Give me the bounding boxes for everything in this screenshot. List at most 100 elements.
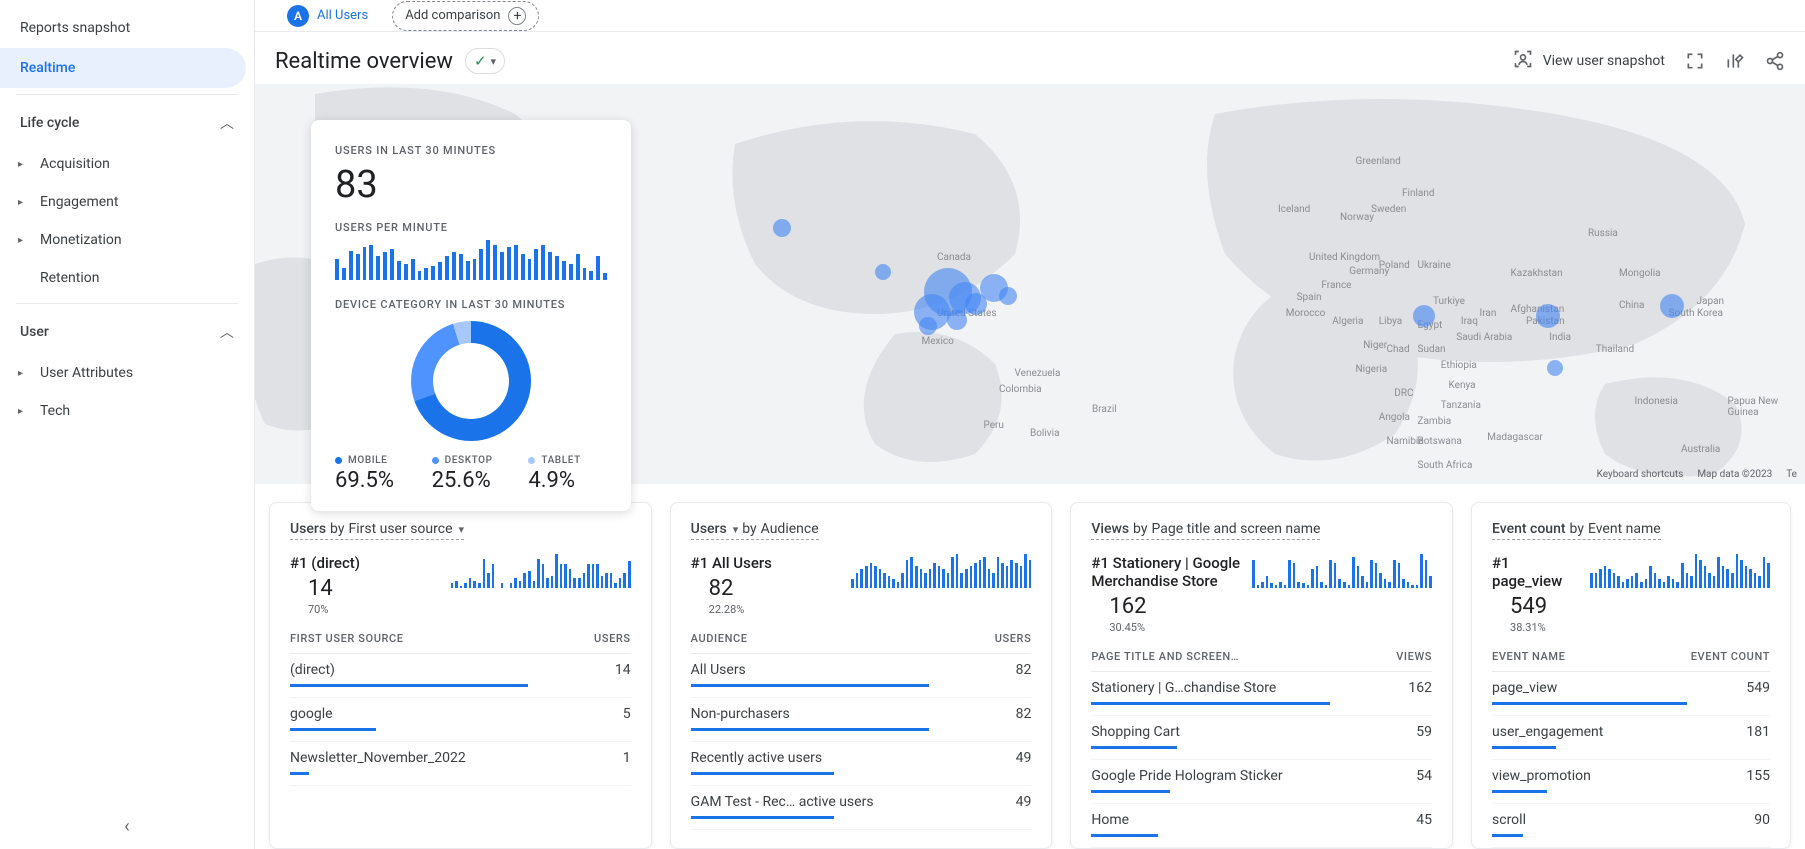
sidebar-item-monetization[interactable]: ▸ Monetization bbox=[0, 221, 254, 259]
table-row[interactable]: Shopping Cart59 bbox=[1091, 716, 1432, 760]
card-title[interactable]: Users by First user source▾ bbox=[290, 521, 464, 540]
table-row[interactable]: user_engagement 181 bbox=[1492, 716, 1770, 760]
table-row[interactable]: Google Pride Hologram Sticker54 bbox=[1091, 760, 1432, 804]
kpi-rank: #1 All Users bbox=[691, 554, 772, 572]
title-bar: Realtime overview ✓ ▾ View user snapshot bbox=[255, 32, 1805, 84]
divider bbox=[16, 94, 238, 95]
sidebar-item-realtime[interactable]: Realtime bbox=[0, 48, 246, 88]
map-activity-dot bbox=[1660, 294, 1684, 318]
row-value: 181 bbox=[1746, 724, 1770, 740]
kpi-value: 14 bbox=[290, 576, 360, 601]
sidebar-item-retention[interactable]: Retention bbox=[0, 259, 254, 297]
row-label: Shopping Cart bbox=[1091, 724, 1180, 740]
col-header: AUDIENCE bbox=[691, 632, 748, 645]
legend-label: MOBILE bbox=[348, 455, 387, 466]
spark-bar bbox=[569, 264, 573, 280]
device-category-label: DEVICE CATEGORY IN LAST 30 MINUTES bbox=[335, 298, 607, 311]
table-row[interactable]: Stationery | G…chandise Store162 bbox=[1091, 672, 1432, 716]
spark-bar bbox=[500, 252, 504, 280]
spark-bar bbox=[514, 245, 518, 280]
spark-bar bbox=[438, 262, 442, 280]
kpi-rank: #1 (direct) bbox=[290, 554, 360, 572]
card-title[interactable]: Views by Page title and screen name bbox=[1091, 521, 1320, 540]
row-label: Stationery | G…chandise Store bbox=[1091, 680, 1276, 696]
table-row[interactable]: GAM Test - Rec… active users49 bbox=[691, 786, 1032, 830]
table-row[interactable]: All Users82 bbox=[691, 654, 1032, 698]
spark-bar bbox=[363, 247, 367, 280]
table-row[interactable]: Recently active users49 bbox=[691, 742, 1032, 786]
sidebar-item-engagement[interactable]: ▸ Engagement bbox=[0, 183, 254, 221]
collapse-sidebar-button[interactable]: ‹ bbox=[124, 816, 129, 837]
table-row[interactable]: Newsletter_November_20221 bbox=[290, 742, 631, 786]
col-header: USERS bbox=[995, 632, 1032, 645]
spark-bar bbox=[397, 261, 401, 280]
row-label: Newsletter_November_2022 bbox=[290, 750, 466, 766]
row-label: google bbox=[290, 706, 333, 722]
sidebar-section-life-cycle[interactable]: Life cycle ︿ bbox=[0, 101, 254, 145]
share-icon[interactable] bbox=[1765, 51, 1785, 71]
world-map[interactable]: GreenlandIcelandFinlandSwedenNorwayUnite… bbox=[255, 84, 1805, 484]
card-title[interactable]: Users▾ by Audience bbox=[691, 521, 819, 540]
keyboard-shortcuts-link[interactable]: Keyboard shortcuts bbox=[1597, 469, 1684, 480]
caret-right-icon: ▸ bbox=[18, 159, 23, 170]
map-activity-dot bbox=[947, 310, 967, 330]
spark-bar bbox=[493, 245, 497, 280]
sidebar-item-reports-snapshot[interactable]: Reports snapshot bbox=[0, 8, 246, 48]
fullscreen-icon[interactable] bbox=[1685, 51, 1705, 71]
sidebar-item-acquisition[interactable]: ▸ Acquisition bbox=[0, 145, 254, 183]
spark-bar bbox=[411, 259, 415, 280]
caret-right-icon: ▸ bbox=[18, 406, 23, 417]
section-label: User bbox=[20, 324, 49, 340]
row-label: (direct) bbox=[290, 662, 335, 678]
map-terms[interactable]: Te bbox=[1786, 469, 1797, 480]
legend-mobile: MOBILE 69.5% bbox=[335, 455, 414, 493]
spark-bar bbox=[589, 271, 593, 280]
legend-label: DESKTOP bbox=[445, 455, 493, 466]
card-kpi-row: #1 All Users 82 22.28% bbox=[691, 554, 1032, 616]
spark-bar bbox=[507, 247, 511, 280]
kpi-rank: #1 Stationery | Google Merchandise Store bbox=[1091, 554, 1242, 590]
chevron-up-icon: ︿ bbox=[220, 113, 234, 133]
row-label: page_view bbox=[1492, 680, 1557, 696]
card-title[interactable]: Event count by Event name bbox=[1492, 521, 1661, 540]
add-comparison-button[interactable]: Add comparison + bbox=[392, 1, 539, 31]
row-label: user_engagement bbox=[1492, 724, 1603, 740]
table-row[interactable]: Home 45 bbox=[1091, 804, 1432, 848]
spark-bar bbox=[528, 259, 532, 280]
sidebar-item-label: Monetization bbox=[40, 232, 122, 248]
col-header: USERS bbox=[594, 632, 631, 645]
spark-bar bbox=[335, 259, 339, 280]
table-row[interactable]: scroll90 bbox=[1492, 804, 1770, 848]
divider bbox=[16, 303, 238, 304]
spark-bar bbox=[418, 271, 422, 280]
spark-bar bbox=[479, 249, 483, 280]
sidebar-item-tech[interactable]: ▸ Tech bbox=[0, 392, 254, 430]
row-label: Home bbox=[1091, 812, 1129, 828]
table-row[interactable]: view_promotion155 bbox=[1492, 760, 1770, 804]
row-value: 549 bbox=[1746, 680, 1770, 696]
users-per-minute-chart bbox=[335, 240, 607, 280]
status-pill[interactable]: ✓ ▾ bbox=[465, 48, 505, 74]
row-label: Non-purchasers bbox=[691, 706, 790, 722]
chip-all-users[interactable]: A All Users bbox=[275, 1, 380, 31]
table-row[interactable]: google5 bbox=[290, 698, 631, 742]
spark-bar bbox=[534, 249, 538, 280]
row-value: 45 bbox=[1416, 812, 1432, 828]
check-circle-icon: ✓ bbox=[474, 52, 487, 70]
edit-chart-icon[interactable] bbox=[1725, 51, 1745, 71]
view-user-snapshot-button[interactable]: View user snapshot bbox=[1513, 49, 1665, 73]
sidebar-section-user[interactable]: User ︿ bbox=[0, 310, 254, 354]
sidebar-item-user-attributes[interactable]: ▸ User Attributes bbox=[0, 354, 254, 392]
metric-card: Users by First user source▾ #1 (direct) 1… bbox=[269, 502, 652, 849]
chip-badge: A bbox=[287, 5, 309, 27]
chip-label: Add comparison bbox=[405, 8, 500, 23]
kpi-value: 549 bbox=[1492, 594, 1580, 619]
legend-desktop: DESKTOP 25.6% bbox=[432, 455, 511, 493]
table-row[interactable]: page_view 549 bbox=[1492, 672, 1770, 716]
scan-user-icon bbox=[1513, 49, 1533, 73]
sidebar-item-label: Realtime bbox=[20, 60, 75, 76]
spark-bar bbox=[404, 264, 408, 280]
map-activity-dot bbox=[1413, 305, 1435, 327]
table-row[interactable]: Non-purchasers82 bbox=[691, 698, 1032, 742]
table-row[interactable]: (direct)14 bbox=[290, 654, 631, 698]
